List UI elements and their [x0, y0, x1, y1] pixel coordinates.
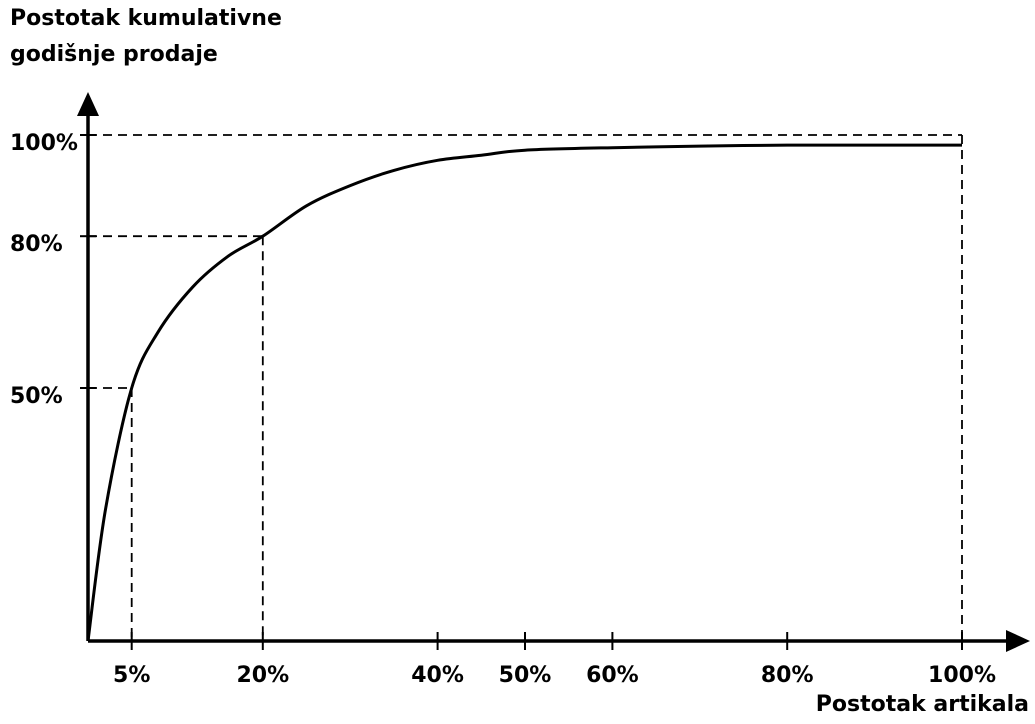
y-axis-label-line-2: godišnje prodaje — [10, 42, 218, 67]
series — [86, 143, 962, 642]
y-axis-arrow-icon — [77, 92, 99, 116]
x-ticks: 5% 20% 40% 50% 60% 80% 100% — [113, 632, 996, 688]
y-tick-label: 50% — [10, 384, 63, 409]
y-tick-label: 100% — [10, 131, 78, 156]
x-axis-label: Postotak artikala — [815, 692, 1029, 717]
x-tick-label: 60% — [586, 663, 639, 688]
reference-lines — [88, 134, 963, 641]
cumulative-sales-curve — [86, 143, 962, 642]
x-tick-label: 100% — [928, 663, 996, 688]
x-axis-arrow-icon — [1006, 630, 1030, 652]
y-ticks: 50% 80% 100% — [10, 131, 96, 409]
y-tick-label: 80% — [10, 232, 63, 257]
x-tick-label: 20% — [236, 663, 289, 688]
x-tick-label: 50% — [499, 663, 552, 688]
axes — [77, 92, 1030, 652]
y-axis-label-line-1: Postotak kumulativne — [10, 6, 282, 31]
x-tick-label: 5% — [113, 663, 150, 688]
x-tick-label: 80% — [761, 663, 814, 688]
x-tick-label: 40% — [411, 663, 464, 688]
